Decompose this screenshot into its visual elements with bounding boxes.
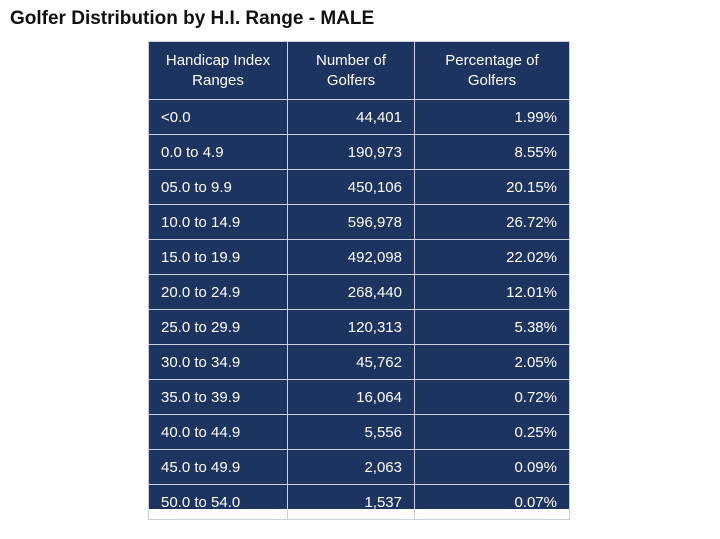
- number-of-golfers-cell: 120,313: [287, 309, 415, 345]
- number-of-golfers-cell: 450,106: [287, 169, 415, 205]
- range-cell: <0.0: [148, 99, 288, 135]
- page-title: Golfer Distribution by H.I. Range - MALE: [10, 8, 375, 29]
- percentage-cell: 2.05%: [414, 344, 570, 380]
- number-of-golfers-cell: 16,064: [287, 379, 415, 415]
- distribution-table: Handicap Index Ranges Number of Golfers …: [148, 41, 570, 520]
- header-handicap-index-ranges: Handicap Index Ranges: [148, 41, 288, 100]
- table-row: 30.0 to 34.9 45,762 2.05%: [148, 344, 570, 380]
- percentage-cell: 0.07%: [414, 484, 570, 520]
- table-row: 15.0 to 19.9 492,098 22.02%: [148, 239, 570, 275]
- range-cell: 30.0 to 34.9: [148, 344, 288, 380]
- percentage-cell: 20.15%: [414, 169, 570, 205]
- range-cell: 40.0 to 44.9: [148, 414, 288, 450]
- table-body: <0.0 44,401 1.99% 0.0 to 4.9 190,973 8.55% 05.…: [148, 99, 570, 520]
- header-percentage-of-golfers: Percentage of Golfers: [414, 41, 570, 100]
- table-row: 50.0 to 54.0 1,537 0.07%: [148, 484, 570, 520]
- header-number-of-golfers: Number of Golfers: [287, 41, 415, 100]
- percentage-cell: 1.99%: [414, 99, 570, 135]
- number-of-golfers-cell: 268,440: [287, 274, 415, 310]
- table-row: 05.0 to 9.9 450,106 20.15%: [148, 169, 570, 205]
- percentage-cell: 0.09%: [414, 449, 570, 485]
- distribution-table-container: Handicap Index Ranges Number of Golfers …: [148, 41, 570, 520]
- table-header-row: Handicap Index Ranges Number of Golfers …: [148, 41, 570, 100]
- percentage-cell: 8.55%: [414, 134, 570, 170]
- percentage-cell: 0.25%: [414, 414, 570, 450]
- range-cell: 0.0 to 4.9: [148, 134, 288, 170]
- table-row: 45.0 to 49.9 2,063 0.09%: [148, 449, 570, 485]
- range-cell: 50.0 to 54.0: [148, 484, 288, 520]
- range-cell: 35.0 to 39.9: [148, 379, 288, 415]
- number-of-golfers-cell: 44,401: [287, 99, 415, 135]
- range-cell: 20.0 to 24.9: [148, 274, 288, 310]
- range-cell: 10.0 to 14.9: [148, 204, 288, 240]
- number-of-golfers-cell: 2,063: [287, 449, 415, 485]
- table-row: <0.0 44,401 1.99%: [148, 99, 570, 135]
- table-row: 0.0 to 4.9 190,973 8.55%: [148, 134, 570, 170]
- number-of-golfers-cell: 45,762: [287, 344, 415, 380]
- percentage-cell: 26.72%: [414, 204, 570, 240]
- table-row: 40.0 to 44.9 5,556 0.25%: [148, 414, 570, 450]
- percentage-cell: 12.01%: [414, 274, 570, 310]
- percentage-cell: 22.02%: [414, 239, 570, 275]
- percentage-cell: 0.72%: [414, 379, 570, 415]
- number-of-golfers-cell: 596,978: [287, 204, 415, 240]
- percentage-cell: 5.38%: [414, 309, 570, 345]
- table-row: 35.0 to 39.9 16,064 0.72%: [148, 379, 570, 415]
- range-cell: 25.0 to 29.9: [148, 309, 288, 345]
- table-row: 20.0 to 24.9 268,440 12.01%: [148, 274, 570, 310]
- number-of-golfers-cell: 492,098: [287, 239, 415, 275]
- table-row: 25.0 to 29.9 120,313 5.38%: [148, 309, 570, 345]
- range-cell: 15.0 to 19.9: [148, 239, 288, 275]
- number-of-golfers-cell: 5,556: [287, 414, 415, 450]
- range-cell: 45.0 to 49.9: [148, 449, 288, 485]
- number-of-golfers-cell: 1,537: [287, 484, 415, 520]
- number-of-golfers-cell: 190,973: [287, 134, 415, 170]
- table-row: 10.0 to 14.9 596,978 26.72%: [148, 204, 570, 240]
- range-cell: 05.0 to 9.9: [148, 169, 288, 205]
